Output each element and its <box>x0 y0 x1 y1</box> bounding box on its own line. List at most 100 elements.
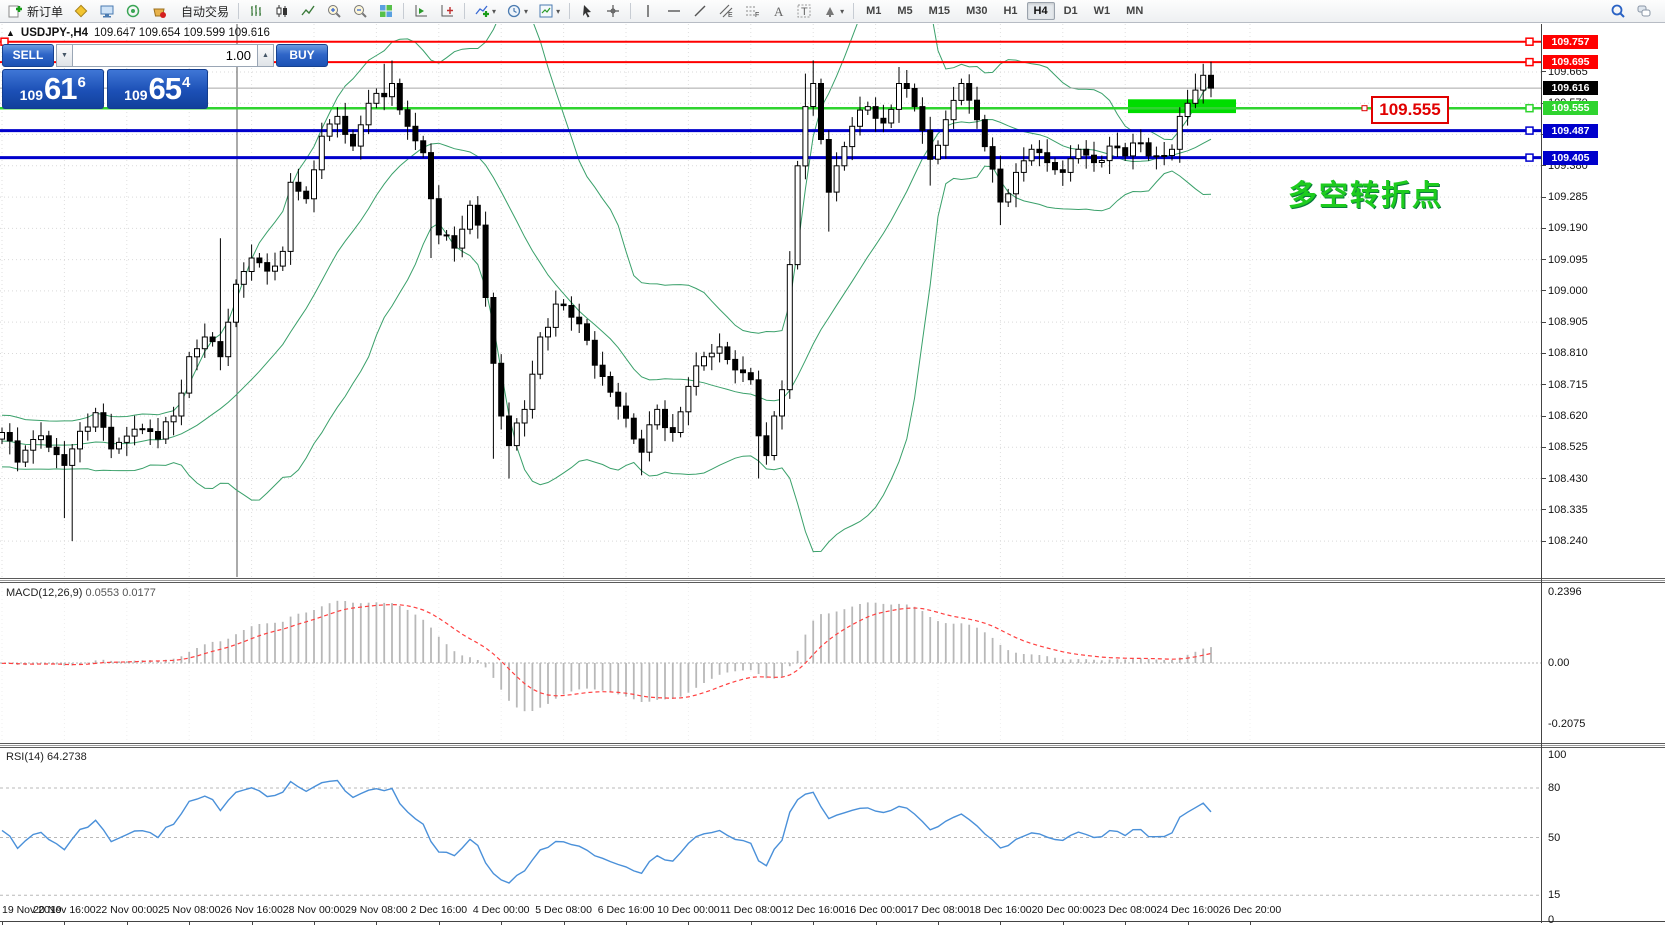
time-tick-mark <box>1000 922 1002 925</box>
time-tick-label: 20 Nov 16:00 <box>33 904 96 916</box>
timeframe-mn[interactable]: MN <box>1126 5 1144 17</box>
chart-symbol-period: USDJPY-,H4 <box>20 27 89 39</box>
time-tick-label: 24 Dec 16:00 <box>1156 904 1219 916</box>
svg-text:T: T <box>801 6 808 18</box>
cursor-button[interactable] <box>575 0 599 22</box>
time-tick-mark <box>875 922 877 925</box>
price-tick-label: 109.000 <box>1548 284 1588 297</box>
arrows-button[interactable]: ▾ <box>818 0 848 22</box>
timeframe-w1[interactable]: W1 <box>1093 5 1111 17</box>
time-tick-label: 25 Nov 08:00 <box>157 904 221 916</box>
price-tick-mark <box>1541 321 1546 323</box>
timeframe-m15[interactable]: M15 <box>928 5 951 17</box>
autotrading-button[interactable]: 自动交易 <box>181 4 230 19</box>
toolbar-separator <box>569 3 571 19</box>
price-tick-mark <box>1541 196 1546 198</box>
price-tick-mark <box>1541 384 1546 386</box>
bar-chart-icon <box>251 5 262 16</box>
trendline-button[interactable] <box>688 0 712 22</box>
time-tick-label: 2 Dec 16:00 <box>410 904 468 916</box>
price-tick-label: 108.905 <box>1548 316 1588 329</box>
main-toolbar: 新订单 自动交易 ▾ ▾ ▾ E F A T ▾ M1 M5 M15 M30 H1 H4 D1 W1 MN <box>0 0 1665 23</box>
bar-chart-button[interactable] <box>244 0 268 22</box>
time-tick-label: 23 Dec 08:00 <box>1093 904 1157 916</box>
price-axis[interactable] <box>1541 24 1542 923</box>
vline-button[interactable] <box>636 0 660 22</box>
periods-button[interactable]: ▾ <box>502 0 532 22</box>
timeframe-d1[interactable]: D1 <box>1063 5 1078 17</box>
main-chart-pane[interactable] <box>0 24 1541 577</box>
zoom-out-icon <box>354 5 367 18</box>
volume-increase-button[interactable]: ▲ <box>257 44 274 67</box>
candlestick-chart-button[interactable] <box>270 0 294 22</box>
line-chart-button[interactable] <box>296 0 320 22</box>
macd-pane[interactable] <box>0 583 1541 743</box>
crosshair-button[interactable] <box>601 0 625 22</box>
rsi-tick-label: 50 <box>1548 831 1561 844</box>
time-tick-label: 18 Dec 16:00 <box>969 904 1032 916</box>
time-tick-label: 28 Nov 00:00 <box>282 904 346 916</box>
time-tick-label: 5 Dec 08:00 <box>535 904 592 916</box>
indicators-button[interactable]: ▾ <box>470 0 500 22</box>
panel-toggle-icon[interactable]: ▲ <box>6 28 15 38</box>
dropdown-arrow-icon: ▾ <box>840 6 845 16</box>
dropdown-arrow-icon: ▾ <box>556 6 561 16</box>
price-tick-mark <box>1541 509 1546 511</box>
volume-input[interactable] <box>73 44 257 67</box>
timeframe-m30[interactable]: M30 <box>966 5 988 17</box>
rsi-pane[interactable] <box>0 748 1541 920</box>
signals-button[interactable] <box>121 0 145 22</box>
time-tick-label: 29 Nov 08:00 <box>345 904 408 916</box>
level-price-badge: 109.757 <box>1543 34 1598 49</box>
tile-windows-button[interactable] <box>374 0 398 22</box>
price-tick-mark <box>1541 478 1546 480</box>
time-tick-label: 17 Dec 08:00 <box>906 904 970 916</box>
bid-price-display[interactable]: 109 61 6 <box>2 69 104 109</box>
timeframe-h4[interactable]: H4 <box>1026 2 1055 20</box>
time-tick-label: 20 Dec 00:00 <box>1031 904 1095 916</box>
pane-divider-rsi[interactable] <box>0 743 1665 748</box>
time-axis[interactable] <box>0 921 1665 922</box>
pane-divider-macd[interactable] <box>0 578 1665 583</box>
time-tick-label: 6 Dec 16:00 <box>597 904 655 916</box>
toolbar-separator <box>630 3 632 19</box>
chart-shift-button[interactable] <box>435 0 459 22</box>
terminal-button[interactable] <box>95 0 119 22</box>
timeframe-m5[interactable]: M5 <box>897 5 913 17</box>
chart-window[interactable]: ▲ USDJPY-,H4 109.647 109.654 109.599 109… <box>0 24 1665 943</box>
time-tick-label: 26 Dec 20:00 <box>1218 904 1282 916</box>
zoom-in-button[interactable] <box>322 0 346 22</box>
text-button[interactable]: A <box>766 0 790 22</box>
search-button[interactable] <box>1606 0 1630 22</box>
price-tick-mark <box>1541 290 1546 292</box>
level-price-badge: 109.405 <box>1543 150 1598 165</box>
community-button[interactable] <box>1632 0 1656 22</box>
timeframe-m1[interactable]: M1 <box>866 5 882 17</box>
templates-button[interactable]: ▾ <box>534 0 564 22</box>
new-chart-button[interactable] <box>69 0 93 22</box>
price-tag-109555[interactable]: 109.555 <box>1371 96 1449 124</box>
new-order-button[interactable]: 新订单 <box>3 0 67 22</box>
rsi-value: 64.2738 <box>46 751 87 763</box>
market-button[interactable] <box>147 0 171 22</box>
price-tick-mark <box>1541 165 1546 167</box>
time-tick-label: 11 Dec 08:00 <box>719 904 782 916</box>
timeframe-h1[interactable]: H1 <box>1003 5 1018 17</box>
volume-decrease-button[interactable]: ▼ <box>56 44 73 67</box>
time-tick-mark <box>438 922 440 925</box>
price-tick-label: 109.190 <box>1548 222 1588 235</box>
chart-shift-icon <box>441 5 454 17</box>
fibonacci-button[interactable]: F <box>740 0 764 22</box>
channel-button[interactable]: E <box>714 0 738 22</box>
sell-button[interactable]: SELL <box>2 44 54 67</box>
hline-button[interactable] <box>662 0 686 22</box>
level-price-badge: 109.487 <box>1543 123 1598 138</box>
ask-price-display[interactable]: 109 65 4 <box>106 69 208 109</box>
zoom-out-button[interactable] <box>348 0 372 22</box>
buy-button[interactable]: BUY <box>276 44 328 67</box>
time-tick-label: 19 Nov 2019 <box>2 904 62 916</box>
time-tick-mark <box>1250 922 1251 925</box>
auto-scroll-button[interactable] <box>409 0 433 22</box>
label-button[interactable]: T <box>792 0 816 22</box>
